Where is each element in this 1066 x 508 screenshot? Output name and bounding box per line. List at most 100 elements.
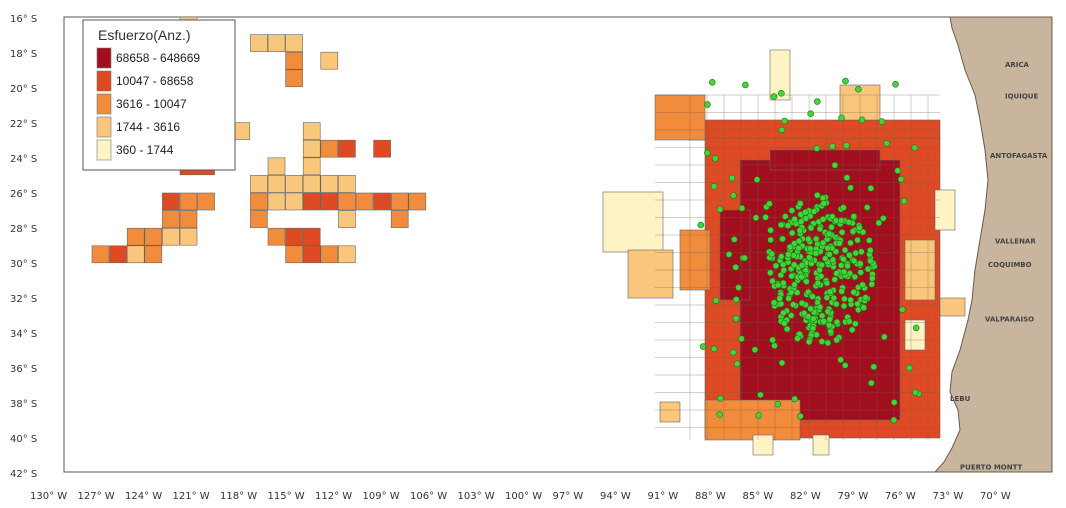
fishing-point <box>847 184 854 192</box>
fishing-point <box>859 281 866 289</box>
fishing-point <box>806 245 814 252</box>
grid-lines <box>655 94 940 440</box>
legend-label: 68658 - 648669 <box>116 51 200 65</box>
effort-cell <box>302 157 321 176</box>
effort-cell <box>302 139 321 158</box>
fishing-point <box>837 262 845 269</box>
fishing-point <box>788 229 796 237</box>
effort-cell <box>179 192 198 211</box>
fishing-point <box>710 345 718 353</box>
fishing-point <box>826 315 834 323</box>
city-label: VALLENAR <box>995 238 1036 246</box>
fishing-point <box>854 236 861 244</box>
fishing-point <box>786 243 794 251</box>
fishing-point <box>862 294 869 301</box>
y-tick-label: 32° S <box>10 294 37 305</box>
x-tick-label: 109° W <box>363 491 400 502</box>
fishing-point <box>819 194 827 202</box>
fishing-point <box>789 301 797 308</box>
fishing-point <box>844 262 851 270</box>
fishing-point <box>735 284 742 291</box>
fishing-point <box>849 228 857 235</box>
fishing-point <box>912 324 920 332</box>
fishing-point <box>824 244 831 252</box>
fishing-point <box>780 309 787 317</box>
effort-cell <box>338 192 356 211</box>
legend-swatch <box>96 139 112 161</box>
effort-cell <box>390 210 409 228</box>
fishing-point <box>818 338 826 345</box>
effort-cell <box>267 175 286 193</box>
fishing-point <box>776 295 784 302</box>
y-axis-ticks: 16° S 18° S 20° S 22° S 24° S 26° S 28° S 30° S… <box>10 14 37 480</box>
fishing-point <box>841 295 848 303</box>
fishing-point <box>856 224 863 231</box>
fishing-point <box>807 224 815 232</box>
fishing-point <box>870 363 878 371</box>
fishing-point <box>816 225 824 233</box>
fishing-point <box>852 249 860 257</box>
fishing-point <box>860 304 868 312</box>
fishing-point <box>841 246 849 254</box>
fishing-point <box>840 255 847 263</box>
fishing-point <box>771 342 778 350</box>
fishing-point <box>781 213 789 220</box>
fishing-point <box>819 239 827 247</box>
fishing-point <box>840 204 847 211</box>
fishing-point <box>867 257 874 265</box>
fishing-point <box>875 219 883 227</box>
fishing-point <box>783 325 791 333</box>
fishing-point <box>826 251 833 258</box>
effort-cell <box>267 192 286 211</box>
effort-cell <box>126 245 145 264</box>
fishing-point <box>843 174 851 181</box>
x-tick-label: 91° W <box>648 491 679 502</box>
fishing-point <box>780 266 788 274</box>
city-labels: ARICA IQUIQUE ANTOFAGASTA VALLENAR COQUIMBO V… <box>950 61 1048 472</box>
fishing-point <box>728 174 736 182</box>
fishing-point <box>823 294 831 301</box>
fishing-point <box>807 110 815 117</box>
effort-cell <box>144 227 163 246</box>
fishing-point <box>852 320 859 328</box>
effort-cell <box>144 245 163 264</box>
fishing-point <box>800 309 808 317</box>
fishing-point <box>753 176 761 183</box>
fishing-point <box>778 90 785 97</box>
fishing-point <box>821 255 829 262</box>
fishing-point <box>879 215 887 222</box>
effort-cell <box>320 175 339 193</box>
fishing-point <box>883 140 891 147</box>
fishing-point <box>823 279 831 287</box>
fishing-point <box>752 214 760 221</box>
fishing-point <box>867 184 875 192</box>
fishing-point <box>868 280 876 288</box>
fishing-point <box>840 302 848 310</box>
fishing-point <box>825 321 833 329</box>
effort-cell <box>250 34 268 52</box>
x-tick-label: 103° W <box>458 491 495 502</box>
fishing-point <box>813 191 821 199</box>
x-tick-label: 124° W <box>125 491 162 502</box>
fishing-point <box>880 333 888 341</box>
legend-swatch <box>96 47 112 69</box>
y-tick-label: 16° S <box>10 14 37 25</box>
fishing-point <box>795 237 803 245</box>
fishing-point <box>729 348 737 356</box>
fishing-point <box>810 208 818 215</box>
fishing-point <box>814 279 822 287</box>
fishing-point <box>788 207 796 214</box>
effort-cell <box>302 192 321 211</box>
y-tick-label: 24° S <box>10 154 37 165</box>
fishing-point <box>847 296 854 304</box>
fishing-point <box>833 270 840 277</box>
fishing-point <box>794 335 801 342</box>
fishing-point <box>836 240 843 247</box>
fishing-point <box>833 336 841 344</box>
x-tick-label: 121° W <box>173 491 210 502</box>
fishing-point <box>858 116 866 124</box>
fishing-point <box>784 222 792 229</box>
x-tick-label: 76° W <box>885 491 916 502</box>
effort-cell <box>162 192 180 211</box>
fishing-point <box>802 208 809 216</box>
